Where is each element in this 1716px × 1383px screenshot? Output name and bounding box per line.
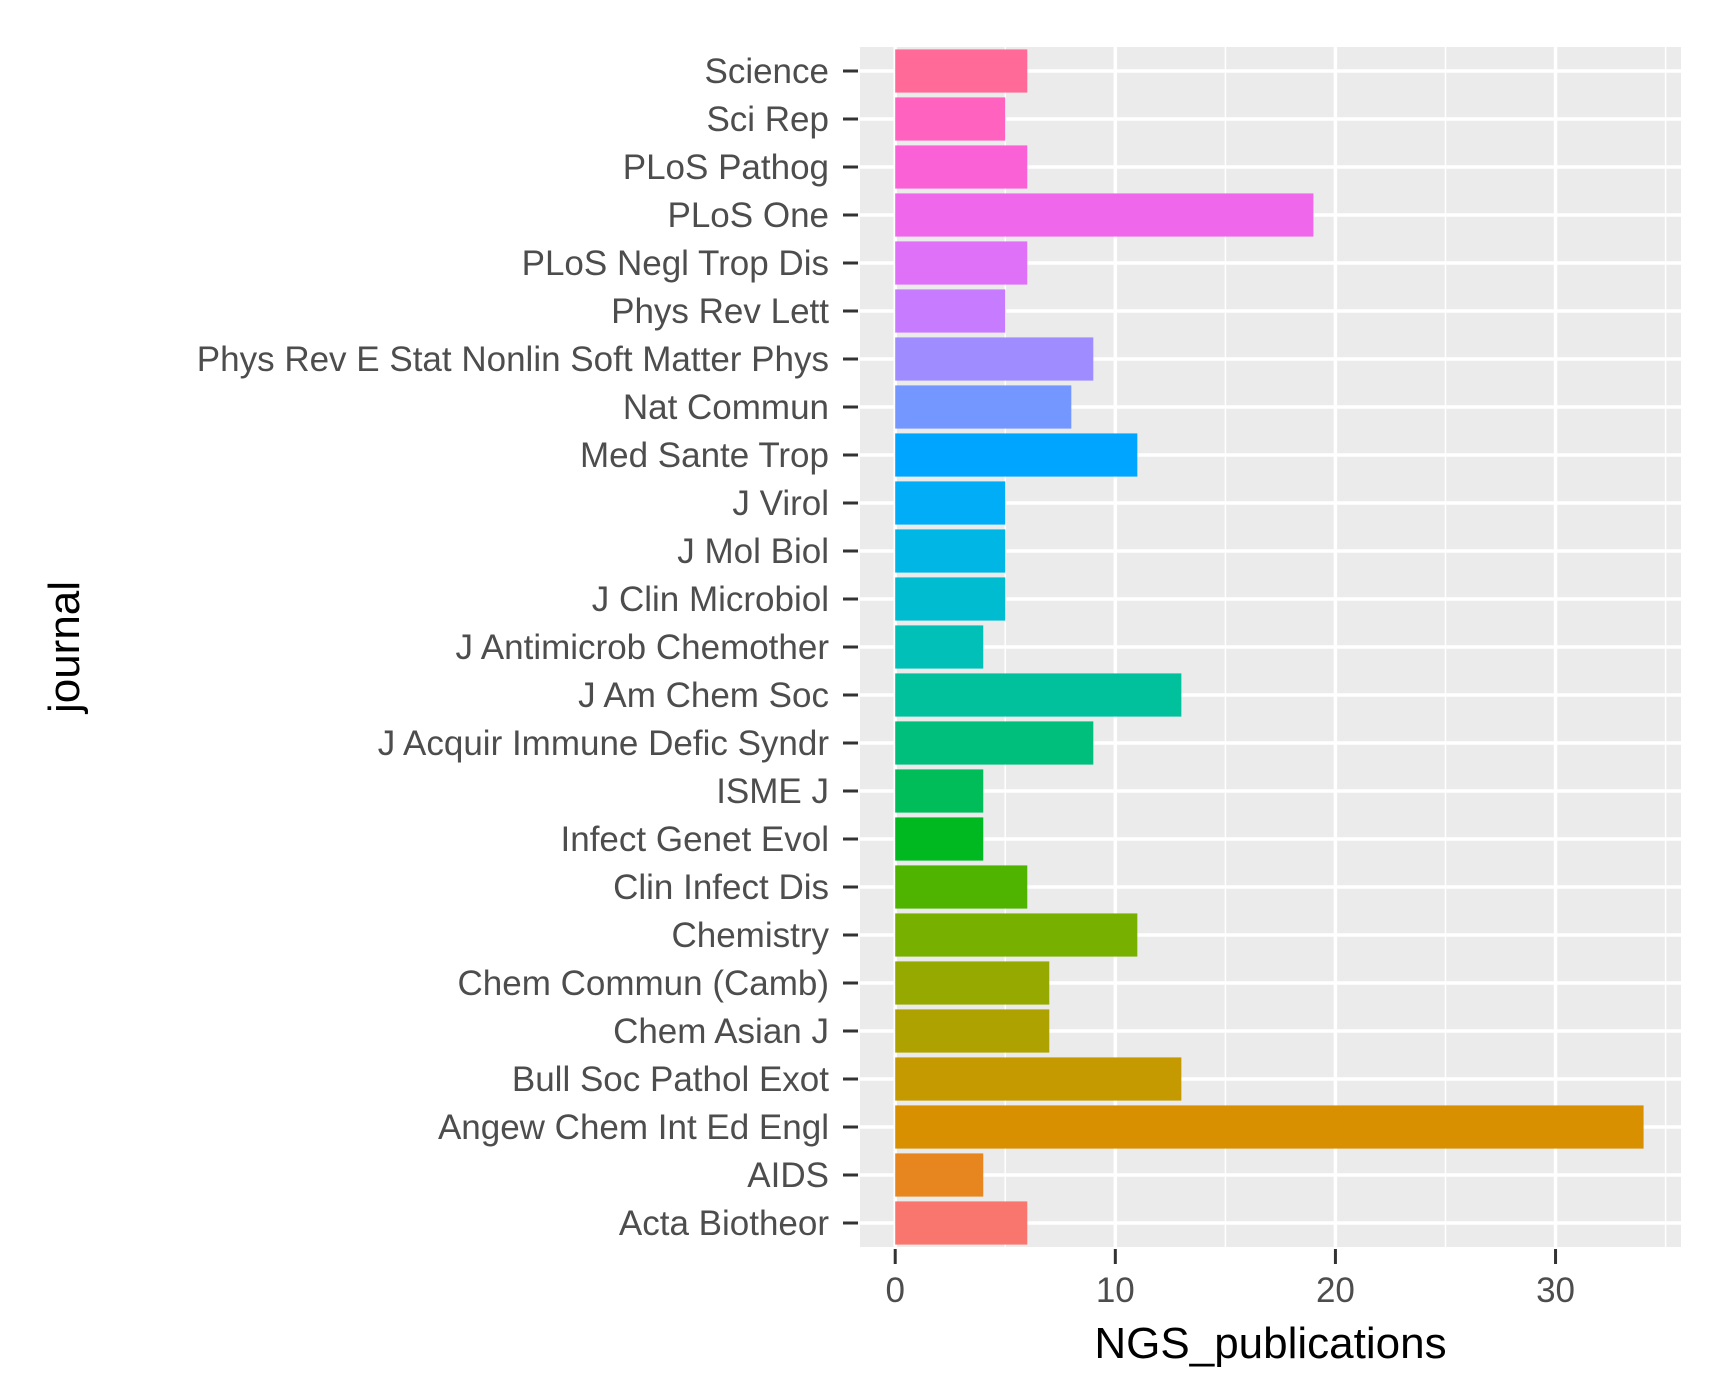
bar bbox=[895, 1153, 984, 1197]
bar bbox=[895, 1009, 1050, 1053]
y-tick-label: Bull Soc Pathol Exot bbox=[512, 1060, 829, 1099]
y-tick-label: ISME J bbox=[716, 772, 829, 811]
y-tick-label: Science bbox=[704, 52, 829, 91]
bar bbox=[895, 433, 1138, 477]
bar bbox=[895, 721, 1094, 765]
y-tick-label: J Acquir Immune Defic Syndr bbox=[378, 724, 830, 763]
bar bbox=[895, 1201, 1028, 1245]
y-tick-label: J Virol bbox=[732, 484, 829, 523]
bar bbox=[895, 481, 1006, 525]
bar bbox=[895, 145, 1028, 189]
bar bbox=[895, 97, 1006, 141]
y-axis: Acta Biotheor AIDS Angew Chem Int Ed Engl B… bbox=[197, 52, 858, 1243]
y-tick-label: AIDS bbox=[747, 1156, 829, 1195]
y-tick-label: PLoS Negl Trop Dis bbox=[522, 244, 829, 283]
bar bbox=[895, 337, 1094, 381]
y-tick-label: Chemistry bbox=[671, 916, 829, 955]
bar bbox=[895, 673, 1182, 717]
bar bbox=[895, 385, 1072, 429]
y-tick-label: Nat Commun bbox=[623, 388, 829, 427]
y-tick-label: PLoS One bbox=[668, 196, 830, 235]
x-axis-title: NGS_publications bbox=[1094, 1319, 1446, 1368]
bar bbox=[895, 577, 1006, 621]
y-tick-label: Phys Rev E Stat Nonlin Soft Matter Phys bbox=[197, 340, 829, 379]
bar bbox=[895, 1057, 1182, 1101]
x-tick-label: 0 bbox=[885, 1271, 904, 1310]
y-tick-label: Phys Rev Lett bbox=[611, 292, 829, 331]
bar bbox=[895, 817, 984, 861]
y-tick-label: Chem Asian J bbox=[613, 1012, 829, 1051]
bar bbox=[895, 961, 1050, 1005]
bar bbox=[895, 289, 1006, 333]
y-tick-label: PLoS Pathog bbox=[623, 148, 829, 187]
x-tick-label: 30 bbox=[1536, 1271, 1575, 1310]
x-tick-label: 10 bbox=[1096, 1271, 1135, 1310]
bar bbox=[895, 625, 984, 669]
bar bbox=[895, 193, 1314, 237]
y-tick-label: Acta Biotheor bbox=[619, 1204, 829, 1243]
y-axis-title: journal bbox=[40, 581, 89, 715]
y-tick-label: Angew Chem Int Ed Engl bbox=[438, 1108, 829, 1147]
bars bbox=[895, 49, 1644, 1245]
y-tick-label: J Am Chem Soc bbox=[578, 676, 829, 715]
bar bbox=[895, 529, 1006, 573]
bar bbox=[895, 865, 1028, 909]
y-tick-label: Clin Infect Dis bbox=[613, 868, 829, 907]
y-tick-label: Infect Genet Evol bbox=[561, 820, 829, 859]
bar bbox=[895, 49, 1028, 93]
y-tick-label: J Antimicrob Chemother bbox=[456, 628, 830, 667]
y-tick-label: J Mol Biol bbox=[677, 532, 829, 571]
bar bbox=[895, 241, 1028, 285]
x-tick-label: 20 bbox=[1316, 1271, 1355, 1310]
y-tick-label: Chem Commun (Camb) bbox=[458, 964, 829, 1003]
bar bbox=[895, 769, 984, 813]
y-tick-label: J Clin Microbiol bbox=[592, 580, 829, 619]
bar bbox=[895, 1105, 1644, 1149]
bar bbox=[895, 913, 1138, 957]
y-tick-label: Med Sante Trop bbox=[580, 436, 829, 475]
x-axis: 0 10 20 30 bbox=[885, 1249, 1575, 1310]
y-tick-label: Sci Rep bbox=[706, 100, 829, 139]
